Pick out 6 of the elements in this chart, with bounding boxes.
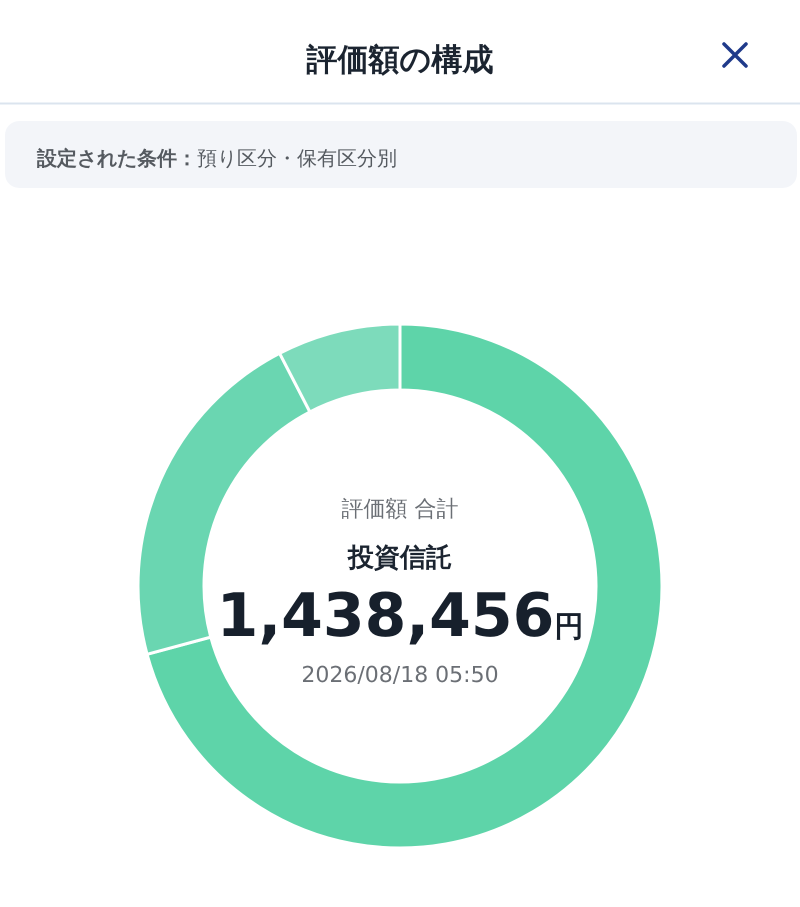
chart-subtitle: 設定された条件：預り区分・保有区分別 (36, 146, 397, 170)
text: 2026/08/18 05:50 (301, 663, 499, 688)
text: 1,438,456円 (216, 581, 584, 651)
text: 投資信託 (347, 543, 452, 573)
chart-title: 評価額の構成 (306, 42, 494, 78)
text: 評価額 合計 (342, 497, 458, 522)
